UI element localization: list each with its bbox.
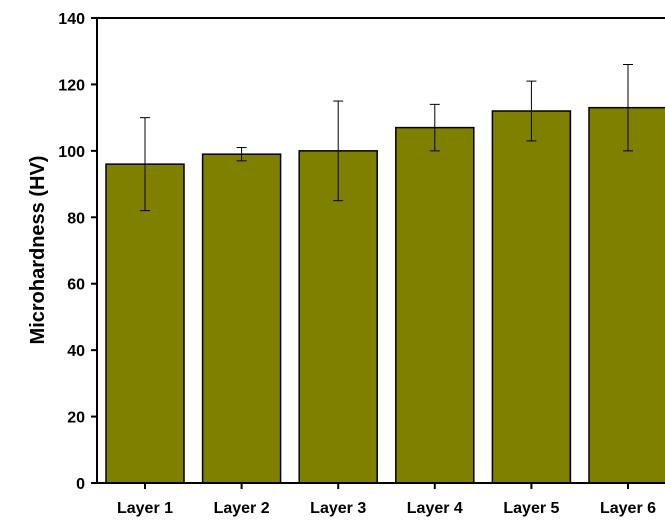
y-tick-label: 140 <box>58 11 85 28</box>
x-tick-label: Layer 1 <box>117 500 173 517</box>
x-tick-label: Layer 5 <box>503 500 559 517</box>
x-tick-label: Layer 3 <box>310 500 366 517</box>
y-axis-ticks: 0 20 40 60 80 100 120 140 <box>58 11 97 493</box>
bar <box>201 153 282 484</box>
bar <box>298 150 378 484</box>
bars <box>105 106 665 484</box>
y-tick-label: 20 <box>67 410 85 427</box>
x-tick-label: Layer 4 <box>407 500 463 517</box>
error-bars <box>140 64 633 212</box>
y-tick-label: 0 <box>76 476 85 493</box>
bar <box>105 163 185 484</box>
y-tick-label: 80 <box>67 210 85 227</box>
x-axis-ticks: Layer 1 Layer 2 Layer 3 Layer 4 Layer 5 Layer… <box>117 483 656 517</box>
x-tick-label: Layer 6 <box>600 500 656 517</box>
bar <box>588 106 665 484</box>
y-axis-title: Microhardness (HV) <box>27 156 49 345</box>
bar <box>395 126 475 484</box>
y-tick-label: 60 <box>67 277 85 294</box>
bar <box>491 110 572 484</box>
y-tick-label: 120 <box>58 77 85 94</box>
y-tick-label: 100 <box>58 144 85 161</box>
x-tick-label: Layer 2 <box>214 500 270 517</box>
y-tick-label: 40 <box>67 343 85 360</box>
